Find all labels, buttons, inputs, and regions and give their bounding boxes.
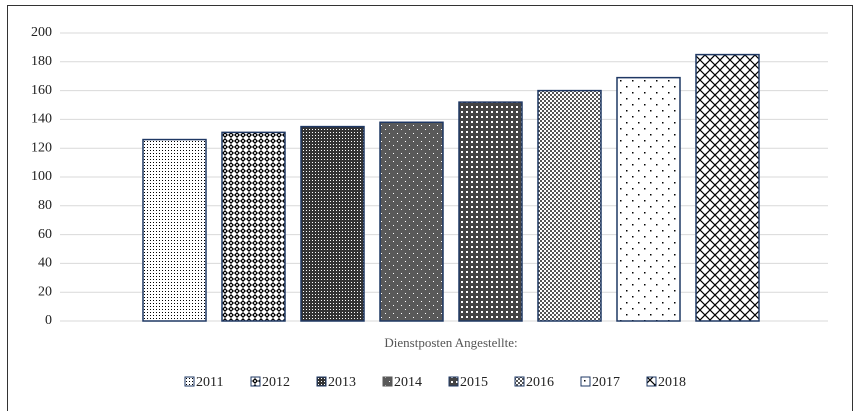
legend-swatch [316,376,327,387]
y-tick-label: 40 [38,256,52,271]
x-category-label: Dienstposten Angestellte: [384,335,517,350]
bar [379,121,444,322]
y-tick-label: 20 [38,284,52,299]
bar [458,101,523,322]
legend-swatch [514,376,525,387]
legend-swatch [646,376,657,387]
legend-swatch [184,376,195,387]
legend-label: 2012 [262,375,290,390]
y-tick-label: 200 [31,25,52,40]
bar [221,131,286,322]
legend-label: 2017 [592,375,620,390]
y-tick-label: 60 [38,227,52,242]
bar [142,138,207,322]
bar [300,125,365,322]
legend-swatch [580,376,591,387]
y-tick-label: 0 [45,313,52,328]
y-tick-label: 140 [31,112,52,127]
legend-swatch [448,376,459,387]
frame [7,5,853,411]
legend-label: 2018 [658,375,686,390]
legend-label: 2013 [328,375,356,390]
legend-label: 2014 [394,375,422,390]
legend-label: 2016 [526,375,554,390]
y-tick-label: 180 [31,54,52,69]
y-tick-label: 100 [31,169,52,184]
y-tick-label: 120 [31,140,52,155]
y-tick-label: 160 [31,83,52,98]
bar [695,53,760,322]
legend-swatch [250,376,261,387]
legend-label: 2011 [196,375,223,390]
bar [616,76,681,322]
legend-swatch [382,376,393,387]
bar [537,89,602,322]
y-tick-label: 80 [38,198,52,213]
legend-label: 2015 [460,375,488,390]
